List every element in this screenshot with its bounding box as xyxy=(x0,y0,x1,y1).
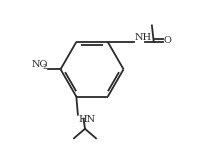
Text: 2: 2 xyxy=(42,63,47,71)
Text: NH: NH xyxy=(134,33,150,42)
Text: O: O xyxy=(163,36,170,45)
Text: HN: HN xyxy=(78,115,95,124)
Text: NO: NO xyxy=(31,60,47,69)
